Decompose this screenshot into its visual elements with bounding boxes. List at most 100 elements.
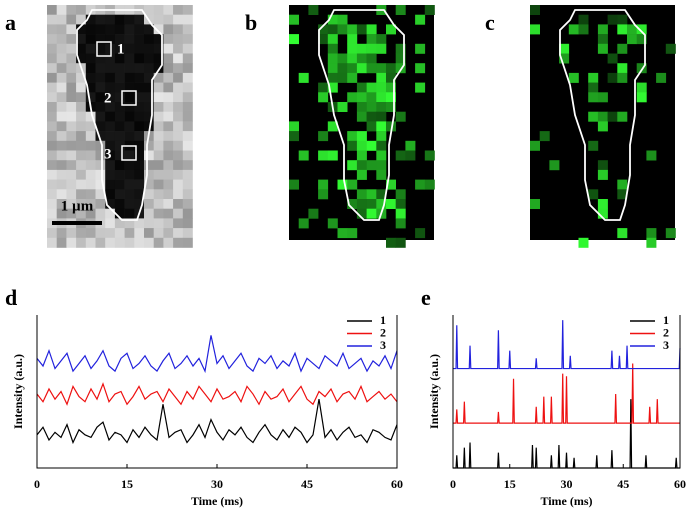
pixel (182, 121, 193, 132)
pixel (153, 14, 164, 25)
pixel (144, 121, 154, 132)
pixel (356, 92, 367, 103)
pixel (163, 140, 174, 151)
pixel (134, 102, 145, 112)
pixel (182, 43, 193, 54)
pixel (182, 14, 193, 25)
x-tick-label: 30 (561, 477, 573, 491)
pixel (105, 228, 116, 239)
pixel (395, 218, 406, 229)
pixel (182, 237, 193, 248)
pixel (144, 24, 154, 35)
pixel (395, 53, 406, 64)
x-tick-label: 15 (121, 477, 133, 491)
pixel (105, 199, 116, 209)
pixel (424, 5, 435, 15)
pixel (124, 92, 135, 103)
pixel (56, 121, 67, 132)
pixel (85, 179, 96, 190)
pixel (627, 24, 637, 35)
pixel (530, 140, 540, 151)
pixel (366, 111, 377, 122)
pixel (66, 150, 77, 161)
pixel (66, 179, 77, 190)
pixel (607, 53, 618, 64)
pixel (144, 150, 154, 161)
pixel (173, 179, 184, 190)
pixel (114, 199, 125, 209)
pixel (173, 63, 184, 74)
pixel (134, 82, 145, 93)
pixel (163, 160, 174, 171)
pixel (597, 92, 608, 103)
pixel (182, 218, 193, 229)
pixel (114, 237, 125, 248)
pixel (95, 53, 106, 64)
cell-outline (318, 9, 405, 221)
pixel (66, 63, 77, 74)
pixel (163, 199, 174, 209)
pixel (327, 34, 338, 45)
pixel (182, 72, 193, 83)
pixel (337, 102, 348, 112)
pixel (66, 169, 77, 180)
pixel (76, 121, 87, 132)
pixel (415, 179, 426, 190)
pixel (114, 92, 125, 103)
pixel (56, 92, 67, 103)
pixel (356, 53, 367, 64)
pixel (153, 160, 164, 171)
pixel (56, 160, 67, 171)
pixel (153, 218, 164, 229)
pixel (395, 150, 406, 161)
pixel (153, 140, 164, 151)
pixel (114, 131, 125, 142)
pixel (366, 82, 377, 93)
pixel (105, 102, 116, 112)
pixel (144, 5, 154, 15)
pixel (114, 208, 125, 219)
pixel (636, 24, 647, 35)
pixel (85, 92, 96, 103)
pixel (415, 82, 426, 93)
pixel (144, 199, 154, 209)
pixel (298, 72, 309, 83)
pixel (56, 228, 67, 239)
series-line (453, 363, 680, 424)
pixel (597, 160, 608, 171)
pixel (56, 43, 67, 54)
pixel (95, 228, 106, 239)
pixel (47, 208, 57, 219)
pixel (337, 228, 348, 239)
pixel (347, 160, 358, 171)
pixel (173, 169, 184, 180)
pixel (366, 189, 377, 200)
pixel (415, 14, 426, 25)
pixel (144, 179, 154, 190)
pixel (347, 131, 358, 142)
pixel (182, 179, 193, 190)
pixel (134, 169, 145, 180)
pixel (144, 72, 154, 83)
pixel (76, 5, 87, 15)
pixel (85, 24, 96, 35)
pixel (95, 34, 106, 45)
pixel (66, 43, 77, 54)
pixel (56, 150, 67, 161)
pixel (327, 121, 338, 132)
roi-label: 3 (104, 146, 112, 162)
pixel (318, 82, 329, 93)
pixel (173, 121, 184, 132)
pixel (153, 150, 164, 161)
pixel (318, 150, 329, 161)
pixel (114, 72, 125, 83)
pixel (114, 53, 125, 64)
pixel (76, 179, 87, 190)
pixel (559, 53, 570, 64)
pixel (66, 228, 77, 239)
pixel (66, 121, 77, 132)
pixel (95, 14, 106, 25)
pixel (173, 228, 184, 239)
pixel (356, 150, 367, 161)
pixel (124, 199, 135, 209)
